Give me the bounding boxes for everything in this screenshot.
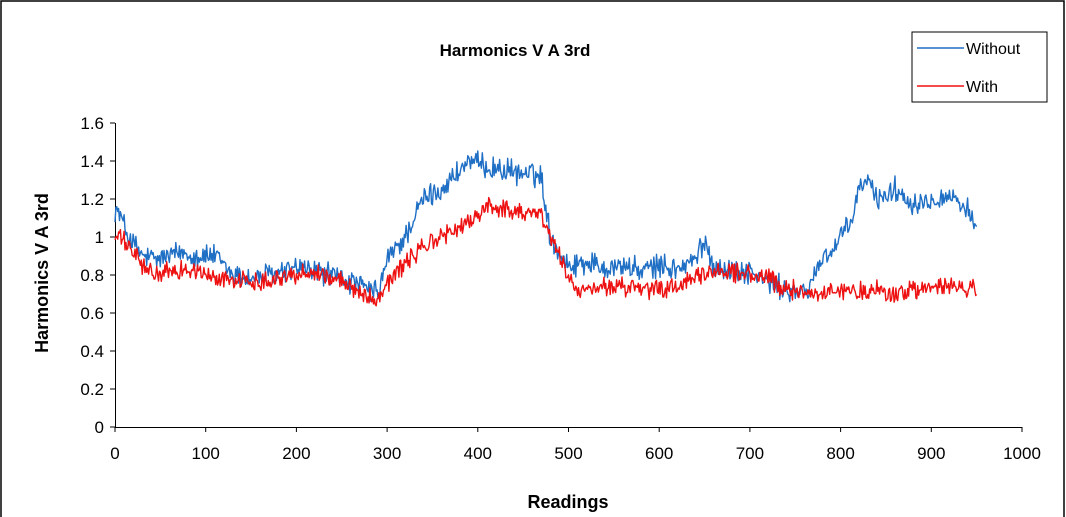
x-tick-label: 1000 [1003, 444, 1041, 463]
x-tick-label: 900 [917, 444, 945, 463]
y-axis-ticks: 0 0.2 0.4 0.6 0.8 1 1.2 1.4 1.6 [80, 114, 115, 437]
y-tick-label: 1 [95, 228, 104, 247]
x-tick-label: 500 [554, 444, 582, 463]
y-tick-label: 1.6 [80, 114, 104, 133]
legend-label-without: Without [966, 41, 1021, 58]
y-tick-label: 0.2 [80, 380, 104, 399]
x-axis-label: Readings [527, 492, 608, 512]
legend-box [911, 31, 1048, 103]
series-layer [114, 150, 978, 307]
y-tick-label: 1.4 [80, 152, 104, 171]
series-line-without [114, 150, 978, 303]
chart-title: Harmonics V A 3rd [440, 41, 591, 60]
y-tick-label: 0.4 [80, 342, 104, 361]
x-tick-label: 0 [110, 444, 119, 463]
y-tick-label: 0.8 [80, 266, 104, 285]
y-tick-label: 0.6 [80, 304, 104, 323]
x-tick-label: 300 [373, 444, 401, 463]
x-tick-label: 200 [282, 444, 310, 463]
x-axis-ticks: 0 100 200 300 400 500 600 700 800 900 1000 [110, 427, 1041, 463]
y-tick-label: 0 [95, 418, 104, 437]
legend-label-with: With [966, 79, 998, 96]
x-tick-label: 700 [736, 444, 764, 463]
x-tick-label: 600 [645, 444, 673, 463]
x-tick-label: 800 [826, 444, 854, 463]
legend: Without With [911, 31, 1048, 103]
y-tick-label: 1.2 [80, 190, 104, 209]
x-tick-label: 100 [192, 444, 220, 463]
y-axis-label: Harmonics V A 3rd [32, 193, 52, 353]
x-tick-label: 400 [464, 444, 492, 463]
series-line-with [114, 196, 978, 307]
